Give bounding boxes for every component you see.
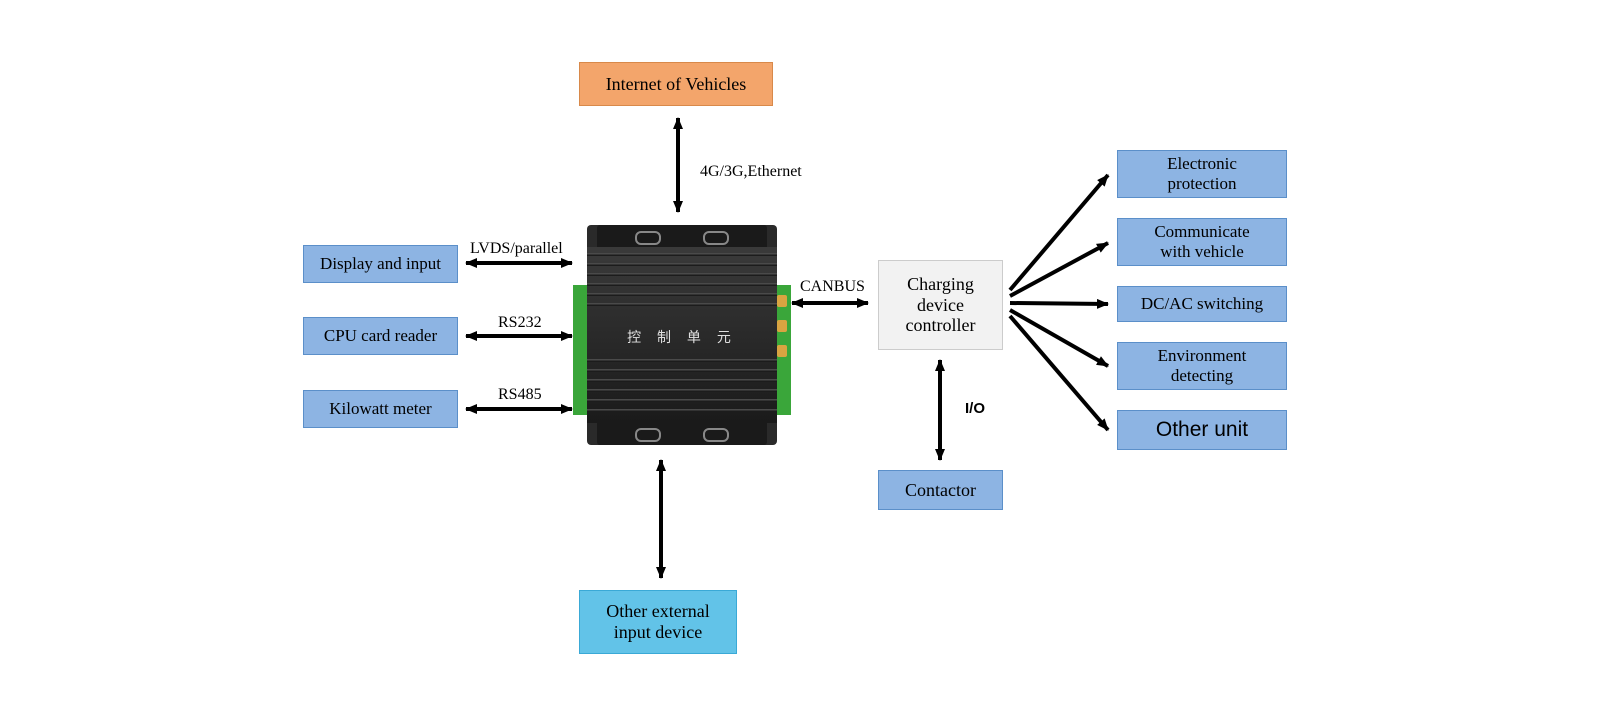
node-elec_protection: Electronic protection	[1117, 150, 1287, 198]
node-charging_ctrl: Charging device controller	[878, 260, 1003, 350]
node-contactor: Contactor	[878, 470, 1003, 510]
node-comm_vehicle: Communicate with vehicle	[1117, 218, 1287, 266]
edge-label-lbl_rs485: RS485	[498, 386, 542, 404]
edge-label-lbl_4g: 4G/3G,Ethernet	[700, 163, 802, 181]
arrow-a_cv	[1010, 243, 1108, 296]
node-cpu_card_reader: CPU card reader	[303, 317, 458, 355]
edge-label-lbl_canbus: CANBUS	[800, 278, 865, 296]
node-env_detect: Environment detecting	[1117, 342, 1287, 390]
node-other_unit: Other unit	[1117, 410, 1287, 450]
device-label: 控 制 单 元	[587, 327, 777, 347]
arrows-layer	[0, 0, 1600, 722]
edge-label-lbl_rs232: RS232	[498, 314, 542, 332]
node-dcac: DC/AC switching	[1117, 286, 1287, 322]
arrow-a_ou	[1010, 316, 1108, 430]
arrow-a_ep	[1010, 175, 1108, 290]
node-other_external: Other external input device	[579, 590, 737, 654]
edge-label-lbl_lvds: LVDS/parallel	[470, 240, 563, 258]
control-unit-device: 控 制 单 元	[587, 225, 777, 445]
node-iov: Internet of Vehicles	[579, 62, 773, 106]
arrow-a_env	[1010, 310, 1108, 366]
edge-label-lbl_io: I/O	[965, 400, 985, 417]
node-kilowatt_meter: Kilowatt meter	[303, 390, 458, 428]
arrow-a_dcac	[1010, 303, 1108, 304]
node-display_input: Display and input	[303, 245, 458, 283]
